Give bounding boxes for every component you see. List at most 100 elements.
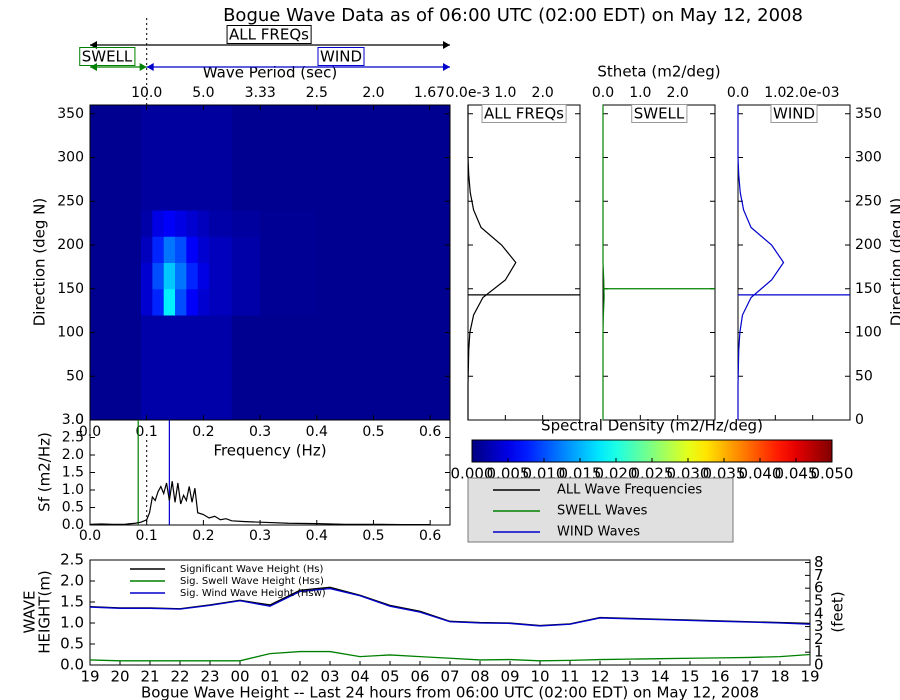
heatmap-cell: [175, 341, 187, 368]
heatmap-cell: [231, 210, 261, 237]
arrow-head: [146, 63, 154, 71]
heatmap-cell: [175, 393, 187, 420]
heatmap-cell: [316, 157, 374, 185]
period-tick-label: 3.33: [245, 85, 276, 101]
y-tick-label: 1.0: [60, 614, 84, 632]
x-tick-label: 15: [680, 668, 699, 686]
colorbar-title: Spectral Density (m2/Hz/deg): [541, 417, 763, 435]
heatmap-cell: [175, 157, 187, 185]
x-tick-label: 0.2: [192, 424, 214, 440]
stheta-axis-label: Stheta (m2/deg): [597, 63, 720, 81]
colorbar-tick-label: 0.040: [739, 465, 782, 483]
heatmap-cell: [163, 393, 176, 420]
heatmap-cell: [260, 236, 318, 263]
heatmap-cell: [231, 341, 261, 368]
y-tick-label: 350: [57, 106, 84, 122]
x-tick-label: 20: [110, 668, 129, 686]
heatmap-cell: [186, 236, 199, 263]
heatmap-cell: [316, 288, 374, 316]
panel-title: WIND: [773, 105, 815, 123]
heatmap-cell: [163, 105, 176, 132]
y-tick-label: 250: [855, 193, 882, 209]
plot-frame: [467, 104, 581, 421]
ts-axis-label: HEIGHT(m): [36, 570, 54, 654]
y2-tick-label: 3: [814, 617, 824, 635]
heatmap-cell: [209, 393, 233, 420]
heatmap-cell: [90, 105, 142, 132]
heatmap-cell: [373, 236, 450, 263]
band-label: ALL FREQs: [229, 26, 309, 44]
heatmap-cell: [175, 262, 187, 290]
ts-axis-label: WAVE: [21, 590, 39, 633]
heatmap-cell: [197, 105, 210, 132]
x-tick-label: 11: [560, 668, 579, 686]
heatmap-cell: [373, 105, 450, 132]
heatmap-cell: [209, 157, 233, 185]
y-tick-label: 200: [855, 237, 882, 253]
y-tick-label: 50: [855, 368, 873, 384]
arrow-head: [443, 63, 450, 71]
band-label-box: [226, 25, 312, 44]
heatmap-cell: [152, 315, 165, 342]
profile-line: [467, 105, 517, 420]
x-tick-label: 08: [470, 668, 489, 686]
arrow-head: [443, 41, 450, 49]
heatmap-cell: [141, 131, 153, 158]
heatmap-cell: [175, 367, 187, 395]
y-tick-label: 300: [855, 150, 882, 166]
y-tick-label: 200: [57, 237, 84, 253]
heatmap-cell: [90, 341, 142, 368]
heatmap-cell: [175, 183, 187, 211]
heatmap-cell: [186, 367, 199, 395]
heatmap-cell: [260, 367, 318, 395]
x-tick-label: 2.0: [532, 85, 554, 101]
x-tick-label: 23: [200, 668, 219, 686]
heatmap-cell: [141, 157, 153, 185]
y-axis-label: Direction (deg N): [31, 198, 49, 327]
y-tick-label: 100: [57, 325, 84, 341]
heatmap-cell: [141, 105, 153, 132]
heatmap-cell: [373, 262, 450, 290]
legend-label: Significant Wave Height (Hs): [180, 564, 323, 575]
x-tick-label: 0.0: [79, 528, 101, 544]
spectrum-line: [89, 481, 431, 526]
heatmap-cell: [231, 131, 261, 158]
y-tick-label: 2.0: [62, 447, 84, 463]
colorbar-tick-label: 0.050: [811, 465, 854, 483]
heatmap-cell: [152, 157, 165, 185]
y-tick-label: 150: [57, 281, 84, 297]
heatmap-cell: [197, 157, 210, 185]
heatmap-cell: [141, 183, 153, 211]
y-tick-label: 0: [75, 412, 84, 428]
heatmap-cell: [186, 341, 199, 368]
y-tick-label: 0: [855, 412, 864, 428]
x-tick-label: 0.4: [306, 424, 328, 440]
y-tick-label: 2.5: [62, 430, 84, 446]
profile-line: [737, 105, 785, 420]
x-tick-label: 14: [650, 668, 669, 686]
heatmap-cell: [197, 393, 210, 420]
heatmap-cell: [186, 183, 199, 211]
heatmap-cell: [373, 157, 450, 185]
heatmap-cell: [260, 210, 318, 237]
heatmap-cell: [152, 367, 165, 395]
heatmap-cell: [197, 131, 210, 158]
heatmap-cell: [231, 288, 261, 316]
heatmap-cell: [316, 105, 374, 132]
y-tick-label: 3.0: [62, 412, 84, 428]
x-tick-label: 13: [620, 668, 639, 686]
heatmap-cell: [260, 183, 318, 211]
heatmap-cell: [186, 105, 199, 132]
y2-tick-label: 6: [814, 579, 824, 597]
arrow-head: [139, 63, 147, 71]
heatmap-cell: [373, 341, 450, 368]
y2-tick-label: 8: [814, 553, 824, 571]
heatmap-cell: [231, 236, 261, 263]
y2-tick-label: 0: [814, 656, 824, 674]
heatmap-cell: [316, 131, 374, 158]
legend-label: WIND Waves: [557, 525, 640, 540]
heatmap-cell: [90, 157, 142, 185]
x-axis-label: Frequency (Hz): [213, 442, 326, 460]
panel-title-box: [631, 104, 688, 123]
heatmap-cell: [373, 315, 450, 342]
